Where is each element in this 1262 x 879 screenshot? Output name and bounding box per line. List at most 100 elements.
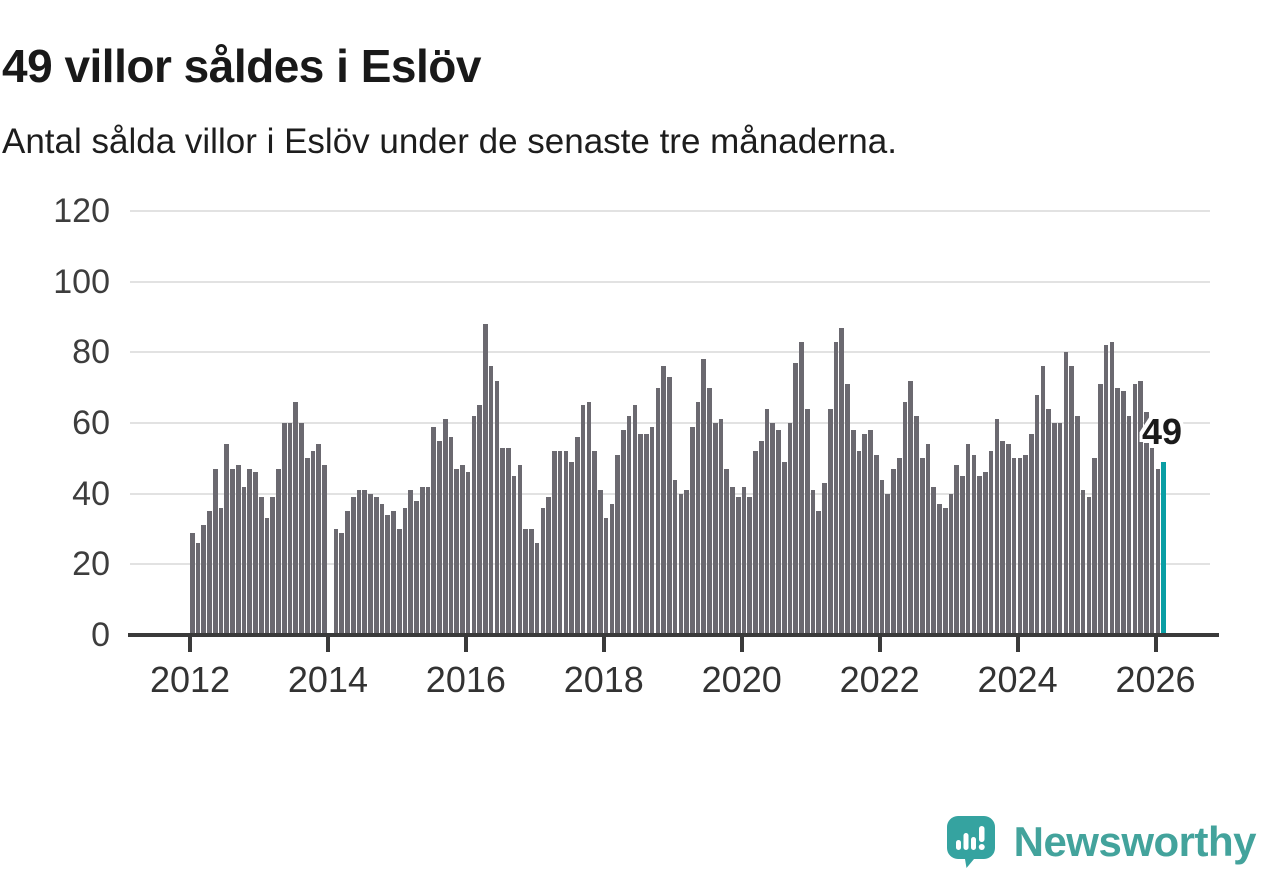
newsworthy-wordmark: Newsworthy (1013, 818, 1257, 865)
bar (592, 451, 597, 635)
bar (879, 479, 885, 635)
bar (1138, 380, 1143, 635)
x-axis-tick (188, 637, 192, 652)
bar (534, 543, 540, 635)
bar (552, 451, 557, 635)
grid-line (130, 280, 1210, 283)
bar (799, 341, 804, 635)
x-tick-label: 2020 (701, 659, 782, 700)
bar (845, 384, 850, 635)
bar (1046, 408, 1051, 635)
bar (293, 401, 299, 635)
grid-line (130, 351, 1210, 354)
y-tick-label: 60 (72, 404, 110, 442)
bar (764, 408, 770, 635)
bar (862, 433, 868, 635)
bar (316, 444, 322, 635)
bar (954, 465, 959, 635)
bar (747, 497, 753, 635)
bar (201, 525, 207, 635)
bar (983, 472, 988, 635)
bar (965, 444, 971, 635)
bar (684, 490, 689, 635)
y-tick-label: 20 (72, 545, 110, 584)
highlight-value-label: 49 (1142, 411, 1183, 452)
bar (1069, 366, 1074, 635)
bar (707, 387, 712, 635)
bar (477, 405, 482, 635)
bar (270, 497, 276, 635)
bar (356, 490, 362, 635)
bar (425, 486, 431, 635)
bar (373, 497, 379, 635)
bar (586, 401, 592, 635)
bar (1052, 423, 1057, 635)
bar (942, 507, 948, 635)
bar (408, 490, 414, 635)
bar (454, 468, 459, 635)
bar (322, 465, 327, 635)
bar (850, 430, 856, 635)
bar (580, 405, 586, 635)
bar (563, 451, 569, 635)
bar (224, 444, 230, 635)
bar (718, 419, 724, 635)
bar (506, 447, 511, 635)
bar (235, 465, 241, 635)
bar (804, 408, 810, 635)
bar (540, 507, 546, 635)
bar (276, 468, 281, 635)
bar (661, 366, 666, 635)
bar (632, 405, 638, 635)
bar (701, 359, 707, 635)
chart-subtitle: Antal sålda villor i Eslöv under de sena… (2, 122, 897, 161)
bar (758, 440, 764, 635)
y-axis: 0 20 40 60 80 100 120 (0, 194, 110, 652)
bar (523, 529, 528, 635)
bar (1109, 341, 1115, 635)
bar (511, 476, 517, 635)
bar (902, 401, 908, 635)
bar (741, 486, 747, 635)
bar (689, 426, 695, 635)
bar (776, 430, 781, 635)
bar (379, 504, 385, 635)
x-axis-tick (463, 637, 468, 652)
bar (873, 454, 879, 635)
bar (735, 497, 741, 635)
bar (649, 426, 655, 635)
plot-area: 49 2012 2014 2016 2018 2020 2022 2024 2026 (130, 210, 1210, 700)
bar (839, 327, 845, 635)
bar (868, 430, 873, 635)
bar (230, 468, 235, 635)
bar (787, 423, 793, 635)
newsworthy-bubble-chart-icon (946, 816, 995, 868)
bar (1040, 366, 1046, 635)
bar (914, 415, 919, 635)
bar (655, 387, 661, 635)
bar (483, 324, 488, 635)
bar (948, 493, 954, 635)
bar (195, 543, 201, 635)
bar (960, 476, 965, 635)
bar (350, 497, 356, 635)
bar (621, 430, 626, 635)
bar (937, 504, 942, 635)
bar (856, 451, 862, 635)
bar (626, 415, 632, 635)
bar (391, 511, 396, 635)
page-title: 49 villor såldes i Eslöv (2, 39, 481, 92)
bar (988, 451, 994, 635)
x-axis-tick (877, 637, 882, 652)
bar (971, 454, 977, 635)
bar (396, 529, 402, 635)
bar (218, 507, 224, 635)
bar (1057, 423, 1063, 635)
bar (448, 437, 454, 635)
x-tick-label: 2016 (425, 659, 506, 700)
highlight-bar (1161, 461, 1166, 635)
bar (770, 423, 776, 635)
x-tick-label: 2018 (563, 659, 644, 700)
bar (925, 444, 931, 635)
bar (442, 419, 448, 635)
